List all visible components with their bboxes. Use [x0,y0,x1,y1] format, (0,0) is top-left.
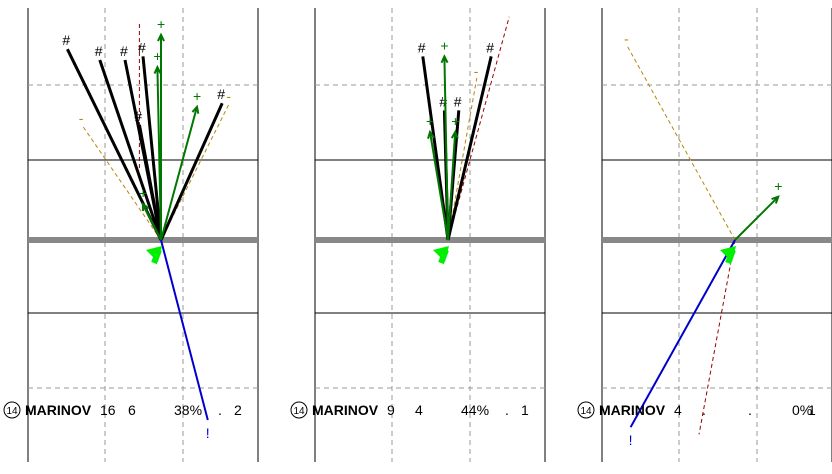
shot-made [141,56,163,241]
player-name: MARINOV [599,402,666,418]
stat-value: 9 [387,402,395,418]
stat-value: 16 [100,402,116,418]
direction-arrow-head [720,246,736,262]
made-marker: # [454,93,462,109]
shot-made [446,56,493,241]
attempt-arrowhead [771,195,780,204]
stat-value: 1 [521,402,529,418]
miss-marker: - [624,31,629,47]
player-number-circle [3,401,21,419]
shot-missed [81,124,162,241]
attempt-marker: + [157,16,165,32]
miss-marker: - [79,110,84,126]
chart-panel: - +! 14 MARINOV 4.. 0%1 [577,8,832,462]
stat-value: 4 [674,402,682,418]
shot-blocked [160,239,209,421]
shot-missed [160,102,230,241]
shot-attempt [734,196,779,241]
blocked-marker: ! [206,425,210,441]
attempt-marker: + [451,113,459,129]
direction-arrow-head [146,246,162,262]
attempt-marker: + [139,185,147,201]
made-marker: # [120,43,128,59]
shot-attempt [443,56,449,241]
attempt-arrowhead [141,201,150,212]
made-marker: # [62,32,70,48]
player-name: MARINOV [312,402,379,418]
shot-attempt [142,203,162,241]
stat-value: 44% [461,402,489,418]
miss-marker: - [226,88,231,104]
stat-value: 38% [174,402,202,418]
attempt-arrowhead [427,129,435,139]
attempt-arrowhead [157,32,165,42]
player-number-circle [290,401,308,419]
shot-attempt [160,106,198,241]
chart-panel: --## # ###++++!14 MARINOV 16 6 38%. 2 [3,8,259,462]
player-name: MARINOV [25,402,92,418]
attempt-marker: + [193,88,201,104]
made-marker: # [439,93,447,109]
made-marker: # [418,39,426,55]
stat-value: 6 [128,402,136,418]
shot-attempt [447,131,457,241]
stat-value: . [505,402,509,418]
attempt-marker: + [153,48,161,64]
shot-made [137,124,163,241]
attempt-arrowhead [450,129,459,139]
made-marker: # [95,43,103,59]
shot-missed [626,45,736,241]
stat-value: 1 [808,402,816,418]
direction-arrow-head [433,246,449,262]
dotted-line [698,239,736,435]
attempt-marker: + [426,113,434,129]
player-number: 14 [580,406,592,417]
made-marker: # [486,39,494,55]
attempt-marker: + [774,178,782,194]
miss-marker: - [474,63,479,79]
stat-value: 2 [234,402,242,418]
shot-attempt [156,67,162,241]
made-marker: # [134,108,142,124]
player-number: 14 [293,406,305,417]
attempt-marker: + [440,37,448,53]
player-number-circle [577,401,595,419]
stat-value: 0% [792,402,812,418]
shot-attempt [429,131,449,241]
stat-value: . [748,402,752,418]
stat-value: . [218,402,222,418]
stat-value: . [702,402,706,418]
attempt-arrowhead [440,54,449,64]
chart-panel: -# ## #++ +14 MARINOV 9 4 44%. 1 [290,8,546,462]
shot-made [159,102,224,241]
shot-blocked [629,239,736,428]
stat-value: 4 [415,402,423,418]
player-number: 14 [6,406,18,417]
attempt-arrowhead [153,64,162,74]
made-marker: # [138,39,146,55]
blocked-marker: ! [629,432,633,448]
made-marker: # [217,86,225,102]
shot-made [98,59,163,241]
attempt-arrowhead [191,104,200,114]
